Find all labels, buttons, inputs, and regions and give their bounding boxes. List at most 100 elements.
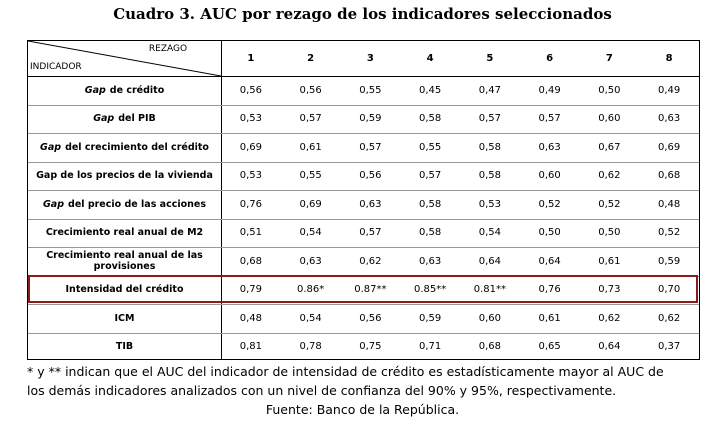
row-border [28,76,699,77]
value-cell: 0,64 [598,341,621,353]
row-border [28,133,699,134]
value-cell: 0,60 [538,170,561,182]
column-header: 8 [665,53,673,64]
note: Fuente: Banco de la República. [265,402,460,417]
value-cell: 0,68 [657,170,681,182]
column-header: 5 [486,53,494,64]
row-label-prefix: Gap [43,198,65,210]
value-cell: 0,61 [538,312,561,324]
value-cell: 0,76 [538,284,561,296]
value-cell: 0,64 [478,255,501,267]
value-cell: 0,56 [359,312,382,324]
row-label-text: TIB [116,341,133,352]
row-label-prefix: Gap [93,113,115,125]
value-cell: 0.85** [413,284,447,296]
row-label: Crecimiento real anual de las provisione… [28,247,221,276]
value-cell: 0,62 [359,255,382,267]
value-cell: 0,69 [299,198,322,210]
value-cell: 0,59 [359,113,382,125]
row-label: Gap del crecimiento del crédito [28,133,221,162]
value-cell: 0,57 [418,170,442,182]
row-label-main: Gap de los precios de la vivienda [36,170,213,182]
row-label-text: Gap del crecimiento del crédito [40,142,209,153]
value-cell: 0,63 [538,141,561,153]
value-cell: 0,57 [538,113,561,125]
row-label-main: de crédito [109,84,165,96]
corner-bottom: INDICADOR [30,61,82,72]
value-cell: 0,65 [538,341,561,353]
value-cell: 0,48 [657,198,681,210]
value-cell: 0,50 [598,84,621,96]
column-header: 6 [546,53,554,64]
row-border [28,332,699,334]
row-border [28,218,699,220]
value-cell: 0,55 [359,84,382,96]
value-cell: 0,63 [657,113,681,125]
row-label-main: del crecimiento del crédito [65,141,209,153]
row-label: Gap del PIB [28,105,221,134]
column-header: 2 [307,53,315,64]
row-label-prefix: Gap [40,141,62,153]
value-cell: 0,63 [299,255,322,267]
value-cell: 0,78 [299,341,322,353]
value-cell: 0,69 [239,141,262,153]
title: Cuadro 3. AUC por rezago de los indicado… [113,5,612,23]
row-label-main: Crecimiento real anual de las provisione… [46,250,203,273]
value-cell: 0,58 [418,227,442,239]
value-cell: 0,58 [418,198,442,210]
row-label-main: TIB [115,341,134,353]
column-border [221,41,222,359]
value-cell: 0,61 [299,141,322,153]
value-cell: 0,53 [478,198,501,210]
value-cell: 0,53 [239,170,262,182]
value-cell: 0,63 [359,198,382,210]
value-cell: 0,71 [418,341,442,353]
value-cell: 0,64 [538,255,561,267]
value-cell: 0,75 [359,341,382,353]
value-cell: 0,50 [538,227,561,239]
row-label: Gap de los precios de la vivienda [28,162,221,191]
value-cell: 0,62 [657,312,681,324]
value-cell: 0,58 [418,113,442,125]
value-cell: 0.87** [354,284,387,296]
row-label: Intensidad del crédito [28,276,221,305]
value-cell: 0,54 [299,312,322,324]
value-cell: 0,73 [598,284,621,296]
column-header: 1 [247,53,255,64]
value-cell: 0,59 [418,312,442,324]
value-cell: 0,57 [478,113,501,125]
value-cell: 0,56 [359,170,382,182]
value-cell: 0,52 [538,198,561,210]
row-label-text: Intensidad del crédito [66,284,184,295]
corner-top: REZAGO [148,43,188,54]
row-label-main: ICM [114,312,135,324]
value-cell: 0,52 [657,227,681,239]
row-label-text: ICM [115,313,135,324]
value-cell: 0,70 [657,284,681,296]
value-cell: 0,68 [478,341,501,353]
row-label-main: Crecimiento real anual de M2 [45,227,204,239]
value-cell: 0,58 [478,170,501,182]
row-label-text: Crecimiento real anual de M2 [46,227,203,238]
value-cell: 0.86* [296,284,325,296]
value-cell: 0,49 [657,84,681,96]
value-cell: 0,61 [598,255,621,267]
row-label-text: Gap del PIB [93,113,156,124]
column-header: 3 [366,53,374,64]
value-cell: 0,79 [239,284,262,296]
row-border [28,161,699,163]
value-cell: 0,56 [239,84,262,96]
value-cell: 0,62 [598,312,621,324]
row-label: Gap del precio de las acciones [28,190,221,219]
value-cell: 0,45 [418,84,442,96]
row-border [28,104,699,106]
value-cell: 0,52 [598,198,621,210]
row-label-text: Gap del precio de las acciones [43,199,206,210]
row-label-main: del precio de las acciones [68,198,206,210]
row-label: ICM [28,304,221,333]
value-cell: 0,37 [657,341,681,353]
value-cell: 0,58 [478,141,501,153]
note: los demás indicadores analizados con un … [27,383,617,398]
column-header: 4 [426,53,434,64]
